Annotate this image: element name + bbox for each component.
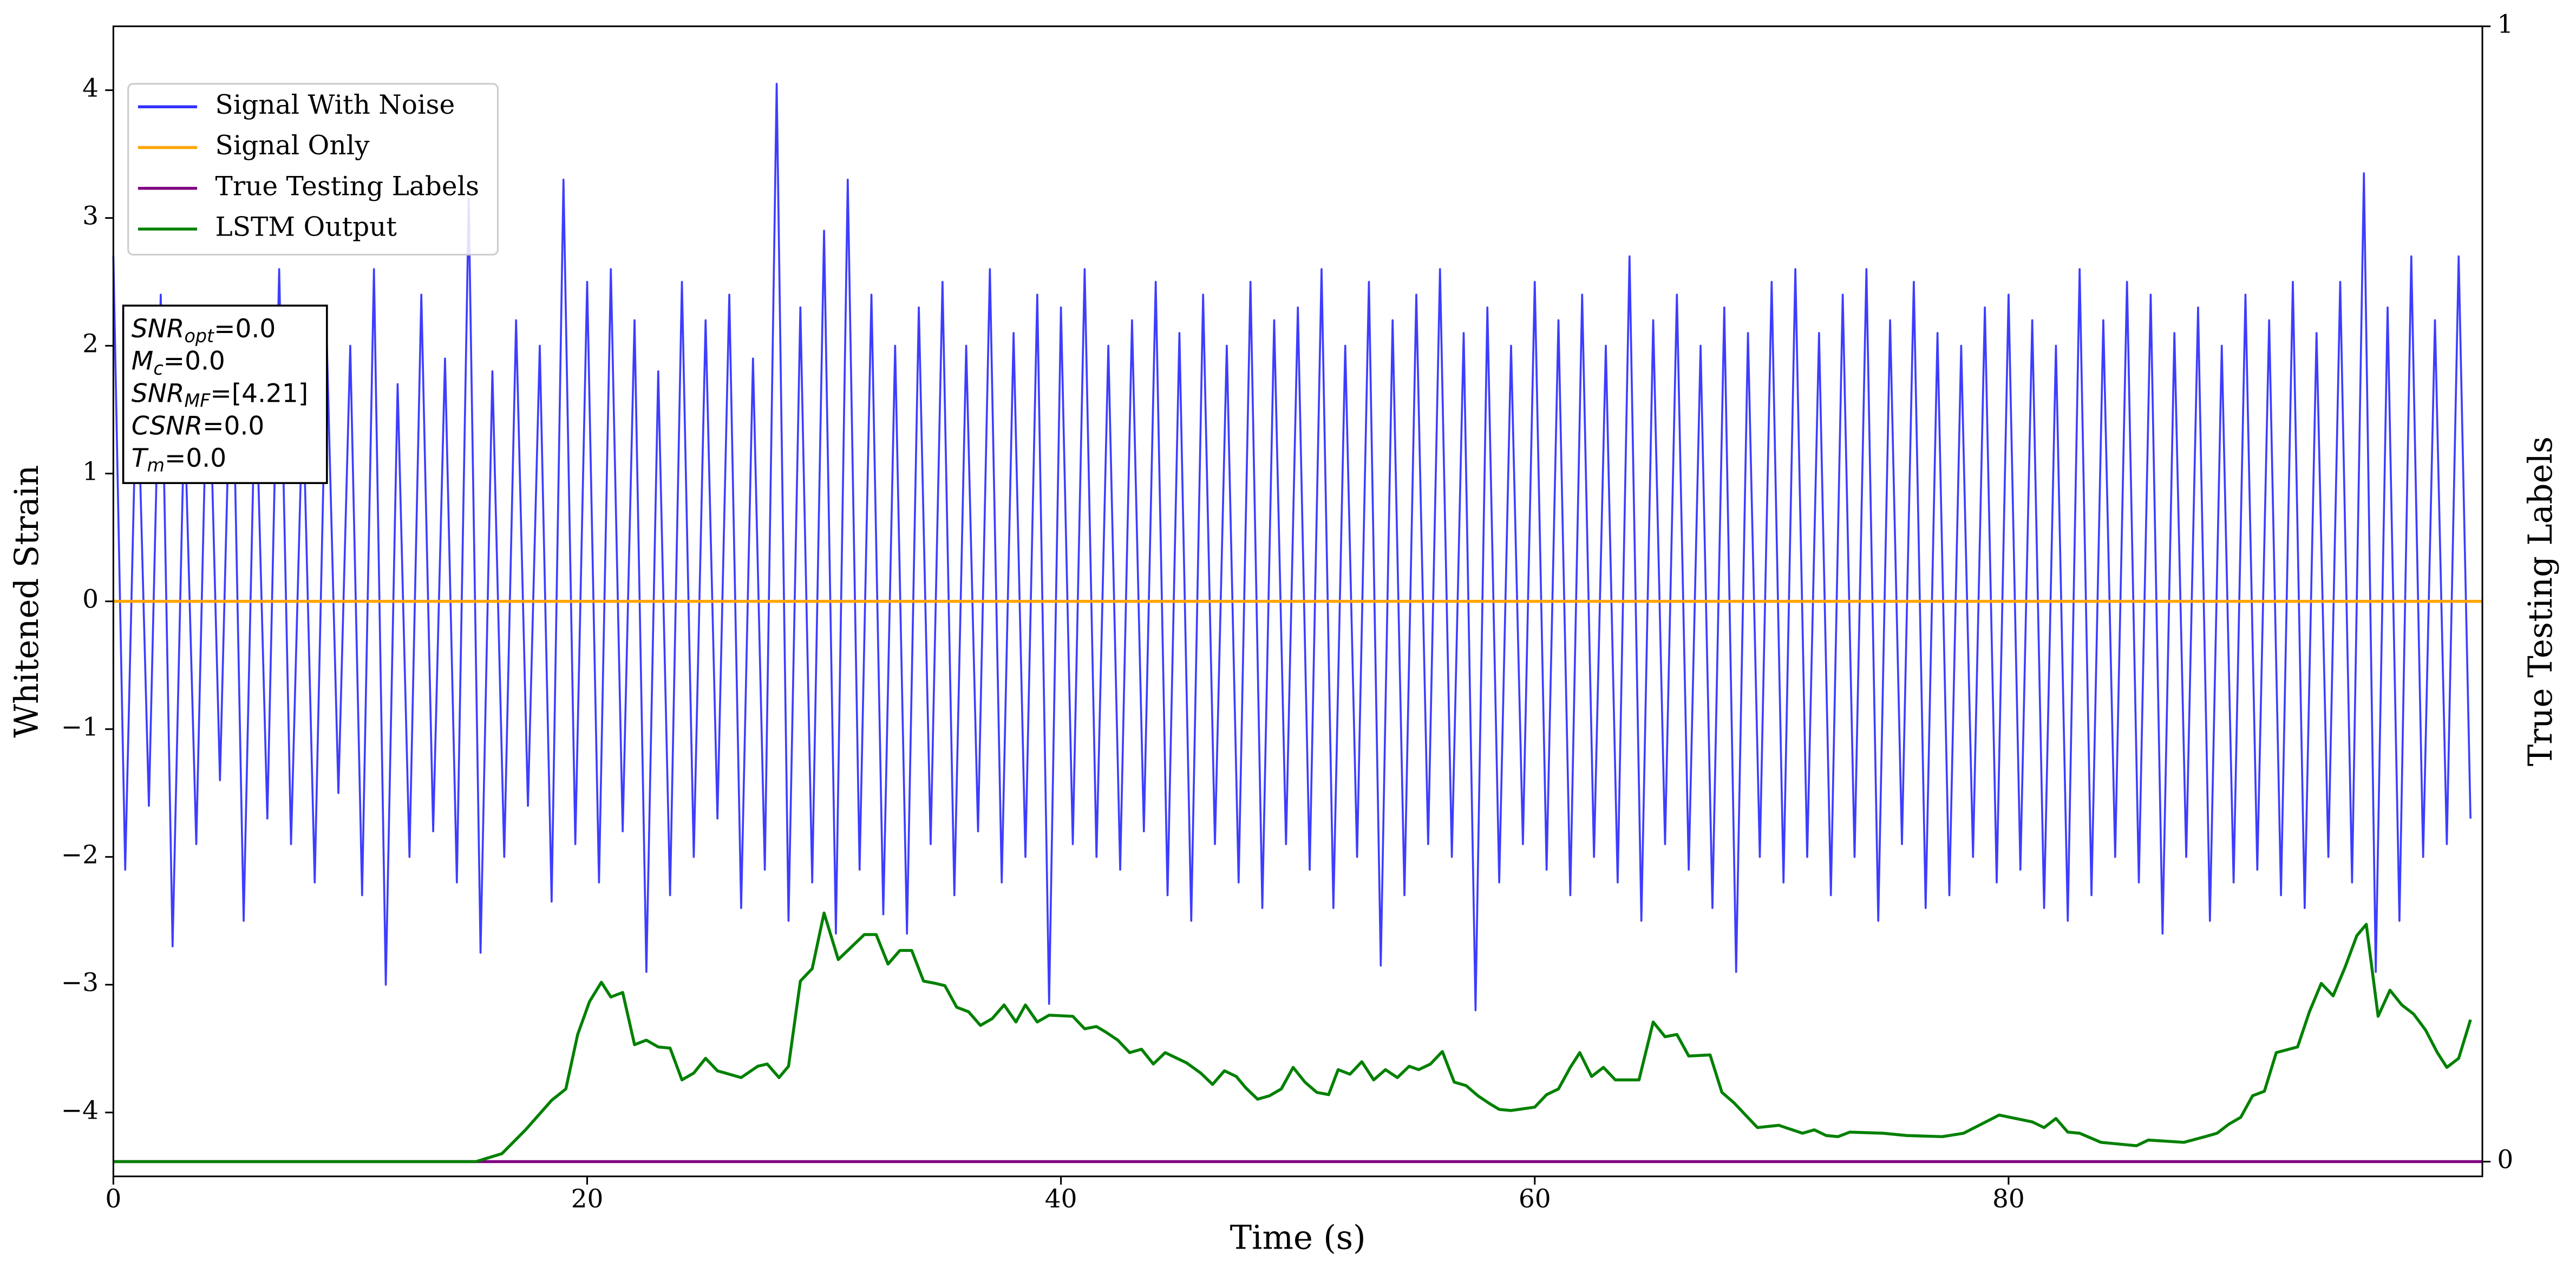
annotation-symbol: M [132,346,154,376]
annotation-line: CSNR=0.0 [132,411,265,441]
y-tick-label: 3 [82,201,99,231]
x-tick-label: 80 [1992,1184,2025,1214]
plot-area [112,82,2483,1164]
legend-label: Signal With Noise [215,90,455,120]
y-tick-label: −1 [61,713,99,742]
annotation-subscript: m [147,455,165,476]
y-tick-label: 4 [82,74,99,103]
annotation-symbol: T [132,443,149,473]
annotation-value: =[4.21] [210,378,308,408]
annotation-symbol: SNR [132,313,185,343]
x-tick-label: 40 [1045,1184,1077,1214]
annotation-line: Tm=0.0 [132,443,226,476]
annotation-value: =0.0 [202,411,264,441]
legend-label: True Testing Labels [215,171,480,201]
legend-box [127,83,499,256]
y-tick-label: 2 [82,329,99,359]
y-tick-label: −2 [61,840,99,870]
annotation-line: Mc=0.0 [132,346,225,378]
series-line [112,82,2472,1011]
annotation-box [122,304,328,484]
y-tick-label: 1 [82,457,99,487]
x-axis-label: Time (s) [1230,1219,1366,1257]
y-tick-label: −3 [61,968,99,998]
annotation-value: =0.0 [165,443,226,473]
annotation-symbol: SNR [132,378,185,408]
y2-tick-label: 0 [2497,1145,2513,1174]
x-tick-label: 0 [105,1184,121,1214]
annotation-subscript: c [153,357,163,378]
annotation-value: =0.0 [164,346,225,376]
legend-label: Signal Only [215,130,370,161]
y-tick-label: 0 [82,585,99,615]
annotation-subscript: opt [184,325,215,347]
y2-axis-label: True Testing Labels [2522,436,2560,766]
legend-label: LSTM Output [215,212,397,243]
y-tick-label: −4 [61,1096,99,1126]
annotation-line: SNRMF=[4.21] [132,378,308,411]
annotation-subscript: MF [184,390,211,411]
annotation-line: SNRopt=0.0 [132,313,276,346]
y-axis-label: Whitened Strain [8,465,46,738]
y2-tick-label: 1 [2497,10,2513,40]
legend: Signal With Noise Signal Only True Testing… [127,83,499,256]
annotation-symbol: CSNR [132,411,202,441]
x-tick-label: 20 [571,1184,604,1214]
annotation-value: =0.0 [214,313,276,343]
annotation: SNRopt=0.0Mc=0.0SNRMF=[4.21]CSNR=0.0Tm=0… [122,304,328,484]
x-tick-label: 60 [1519,1184,1551,1214]
series-line [113,911,2472,1164]
